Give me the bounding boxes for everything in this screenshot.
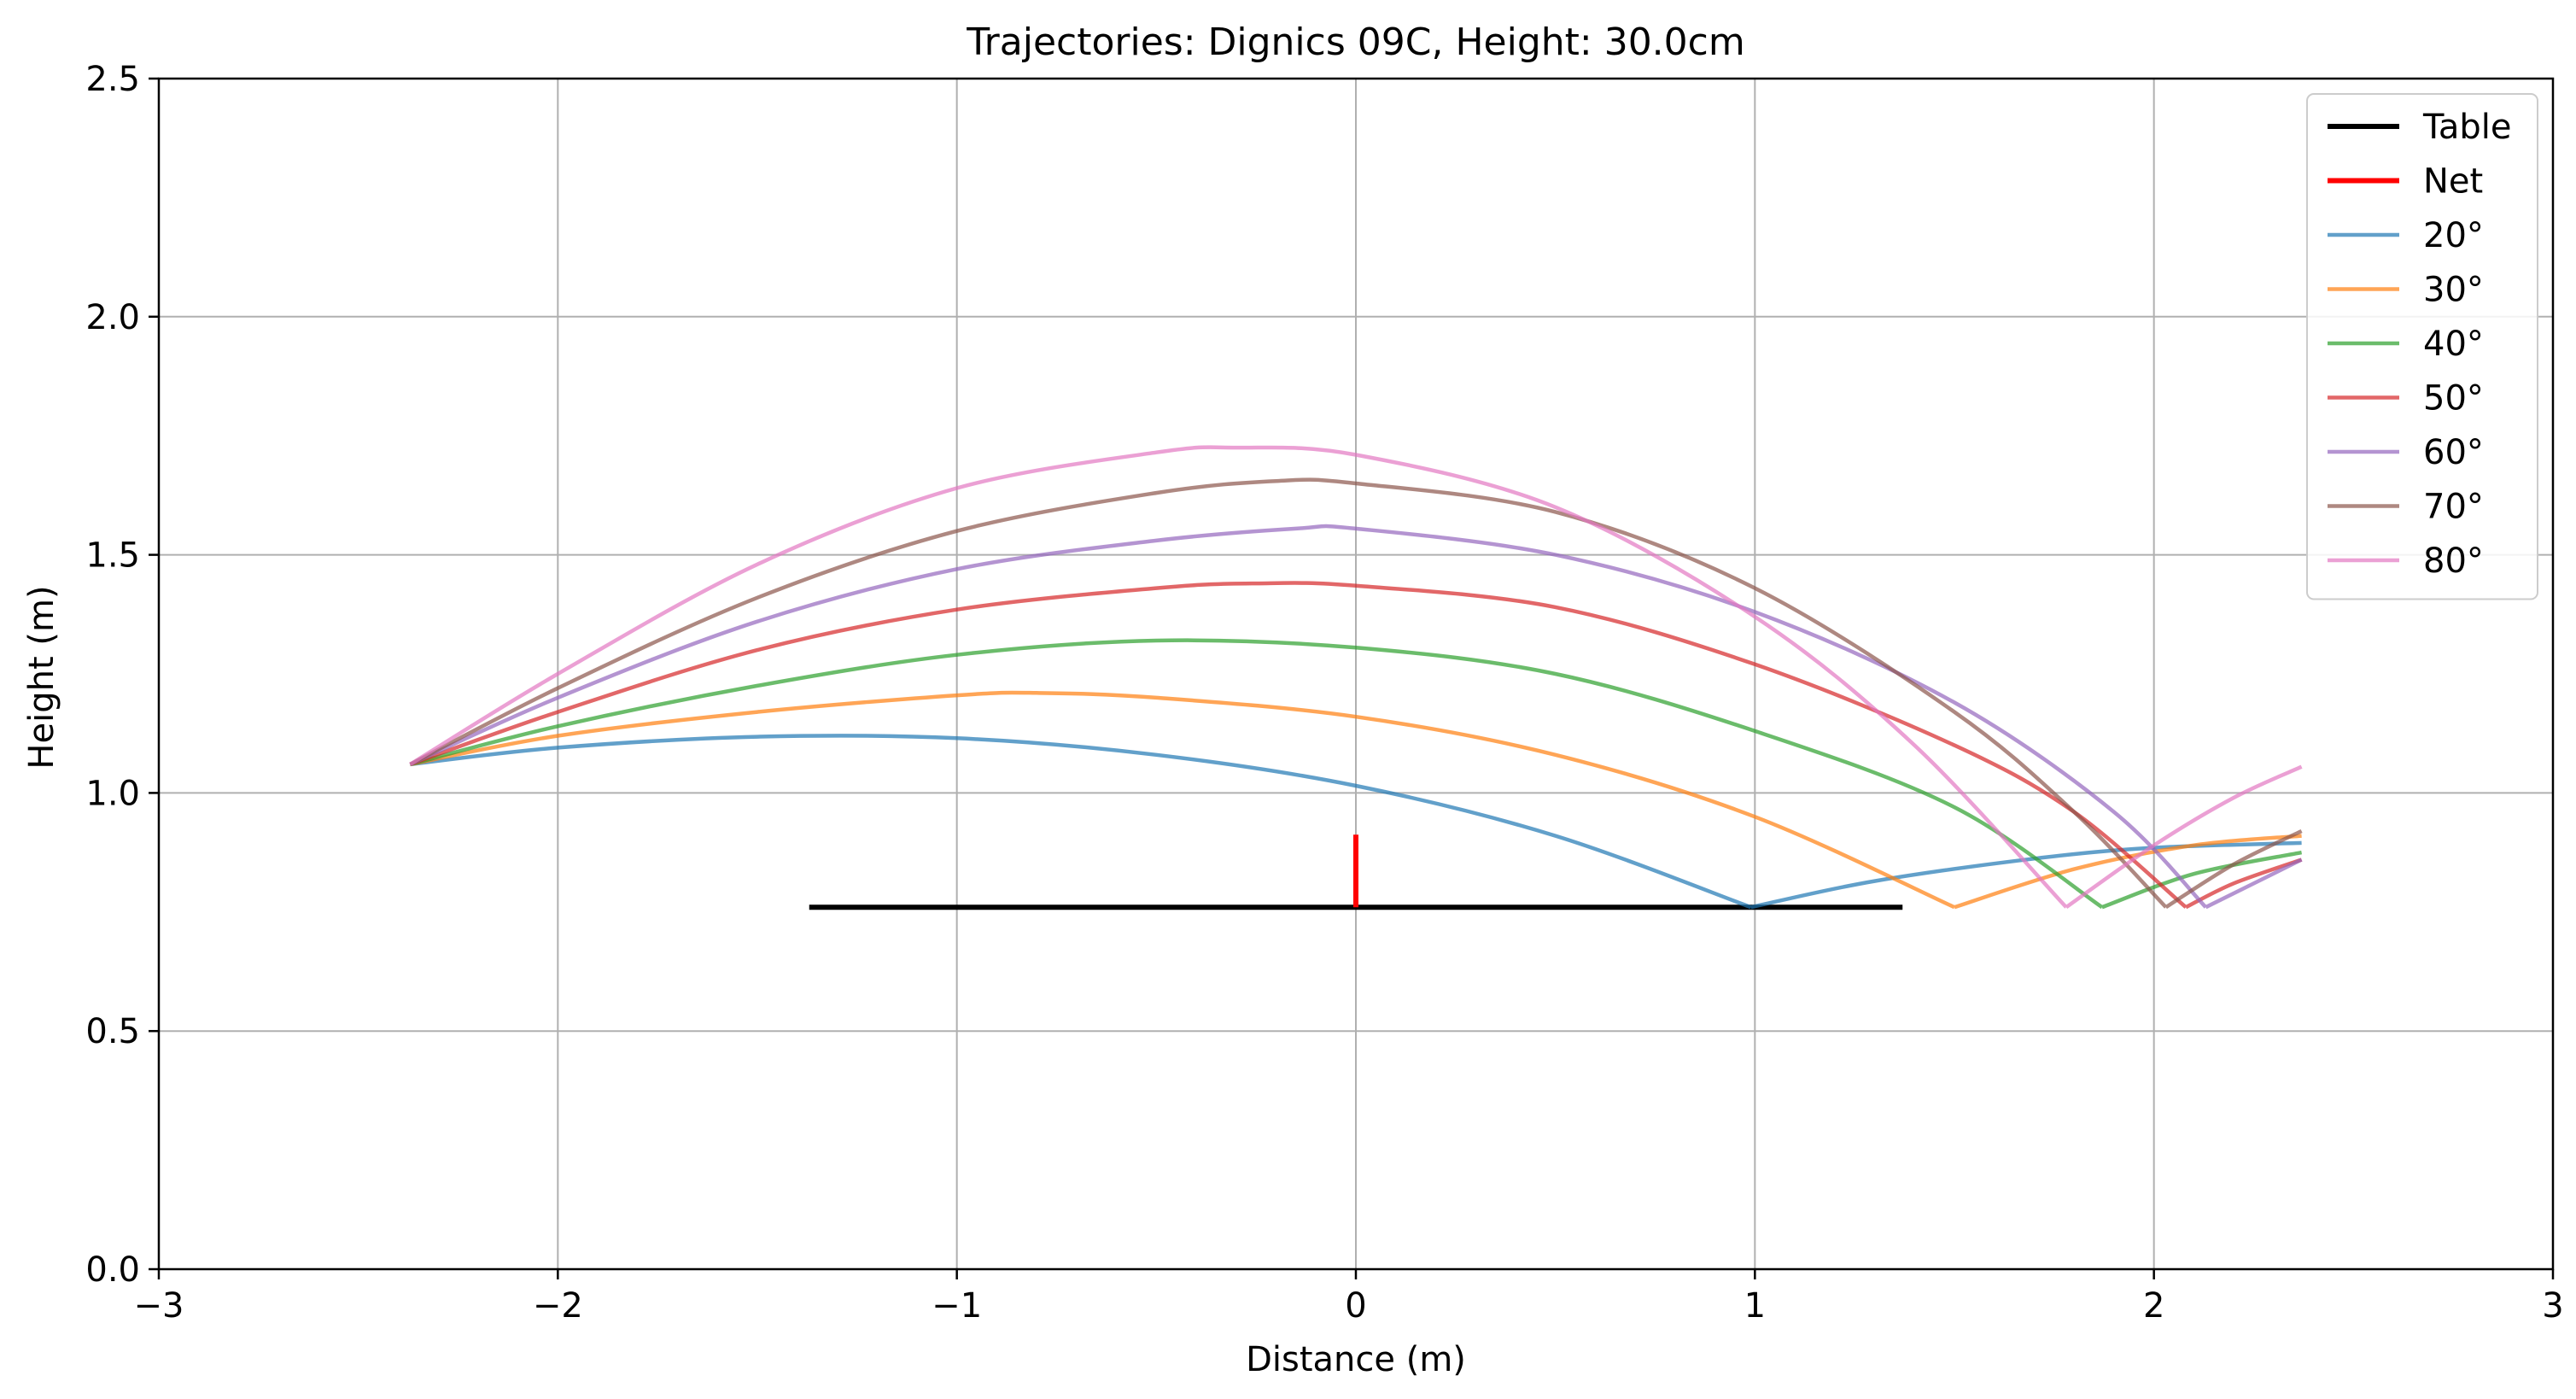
x-tick-label: 0 [1345,1286,1366,1326]
x-tick-label: 3 [2542,1286,2563,1326]
legend-label: 30° [2423,271,2484,310]
trajectory-line-40deg [409,638,2303,910]
plot-area [409,445,2303,910]
y-axis-label: Height (m) [22,585,61,769]
axis-ticks: −3 −2 −1 0 1 2 3 0.0 0.5 1.0 1.5 2.0 2.5 [85,60,2563,1326]
legend-label: 50° [2423,379,2484,419]
y-tick-label: 1.0 [85,774,140,813]
legend-label: 40° [2423,325,2484,364]
legend-label: 20° [2423,216,2484,255]
y-tick-label: 2.5 [85,60,140,99]
x-tick-label: 2 [2143,1286,2164,1326]
x-axis-label: Distance (m) [1246,1340,1466,1379]
legend-label: 80° [2423,541,2484,581]
legend-label: 70° [2423,488,2484,527]
legend-label: 60° [2423,433,2484,472]
x-tick-label: 1 [1744,1286,1766,1326]
legend-label: Table [2422,108,2511,147]
chart-title: Trajectories: Dignics 09C, Height: 30.0c… [966,20,1744,64]
trajectory-line-60deg [409,524,2303,910]
legend-label: Net [2423,162,2483,202]
trajectory-line-80deg [409,445,2303,910]
axes-frame [157,77,2555,1271]
y-tick-label: 0.0 [85,1250,140,1290]
y-tick-label: 1.5 [85,536,140,576]
y-tick-label: 2.0 [85,298,140,337]
legend-box [2306,93,2538,600]
x-tick-label: −3 [134,1286,184,1326]
trajectory-line-70deg [409,477,2303,910]
y-tick-label: 0.5 [85,1012,140,1051]
x-tick-label: −2 [533,1286,583,1326]
x-tick-label: −1 [932,1286,982,1326]
legend: Table Net 20° 30° 40° 50° 60° 70° 80° [2306,93,2538,600]
